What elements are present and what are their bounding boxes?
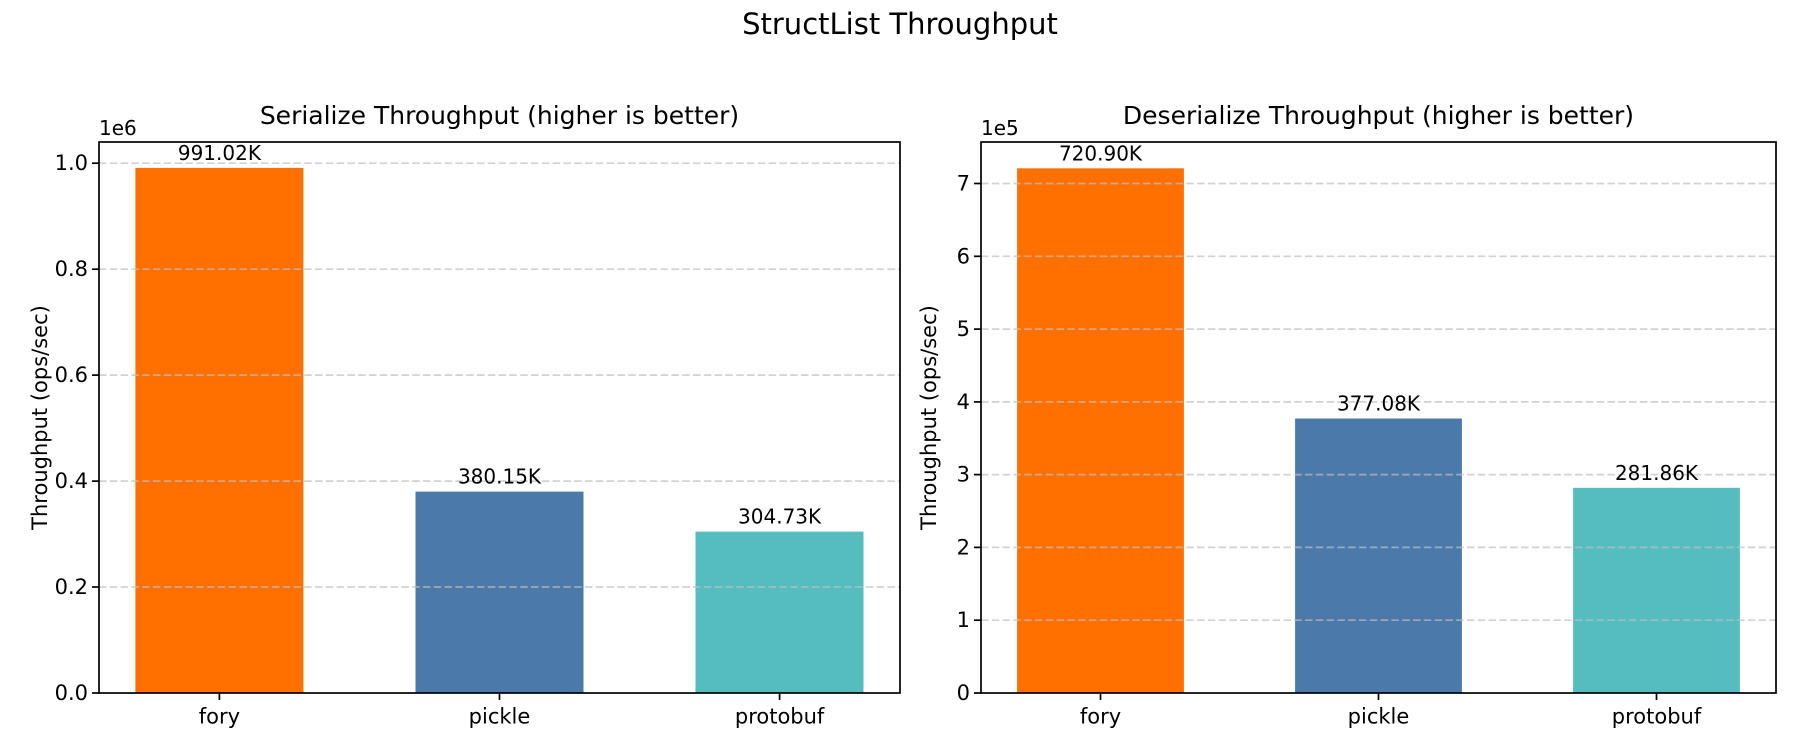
y-tick-label: 0 [957, 681, 970, 705]
bar-value-label: 281.86K [1615, 461, 1699, 485]
bar-value-label: 720.90K [1059, 141, 1143, 165]
bar-value-label: 304.73K [738, 505, 822, 529]
y-axis-scale-label: 1e6 [99, 116, 137, 140]
chart-deserialize: 0 1 2 3 4 5 6 7 fory pickle protobuf 720.90K 377.08K… [917, 101, 1777, 728]
y-tick-label: 0.0 [55, 681, 88, 705]
x-tick-label-pickle: pickle [469, 704, 531, 728]
y-tick-label: 1 [957, 608, 970, 632]
y-axis-label: Throughput (ops/sec) [917, 305, 941, 531]
x-tick-label-fory: fory [1080, 704, 1121, 728]
x-tick-label-protobuf: protobuf [1612, 704, 1702, 728]
bar-pickle [415, 491, 584, 693]
y-tick-label: 4 [957, 390, 970, 414]
y-tick-label: 0.6 [55, 363, 88, 387]
y-axis-scale-label: 1e5 [981, 116, 1019, 140]
y-tick-label: 7 [957, 172, 970, 196]
bar-fory [1017, 168, 1184, 694]
x-tick-label-protobuf: protobuf [735, 704, 825, 728]
bar-value-label: 377.08K [1337, 392, 1421, 416]
bar-protobuf [695, 531, 864, 693]
y-axis-label: Throughput (ops/sec) [28, 305, 52, 531]
bar-fory [135, 167, 304, 693]
y-tick-label: 0.2 [55, 575, 88, 599]
chart-serialize: 0.0 0.2 0.4 0.6 0.8 1.0 fory pickle protobuf 991.… [28, 101, 901, 728]
y-tick-label: 0.4 [55, 469, 88, 493]
bar-protobuf [1573, 487, 1740, 693]
y-tick-label: 3 [957, 463, 970, 487]
x-tick-label-pickle: pickle [1348, 704, 1410, 728]
figure-suptitle: StructList Throughput [742, 7, 1058, 41]
chart-title: Serialize Throughput (higher is better) [260, 101, 739, 130]
y-tick-label: 6 [957, 244, 970, 268]
y-tick-label: 2 [957, 535, 970, 559]
bar-value-label: 991.02K [178, 141, 262, 165]
bar-pickle [1295, 418, 1462, 693]
y-tick-label: 5 [957, 317, 970, 341]
x-tick-label-fory: fory [199, 704, 240, 728]
chart-title: Deserialize Throughput (higher is better… [1123, 101, 1634, 130]
y-tick-label: 1.0 [55, 151, 88, 175]
bar-value-label: 380.15K [458, 465, 542, 489]
y-tick-label: 0.8 [55, 257, 88, 281]
